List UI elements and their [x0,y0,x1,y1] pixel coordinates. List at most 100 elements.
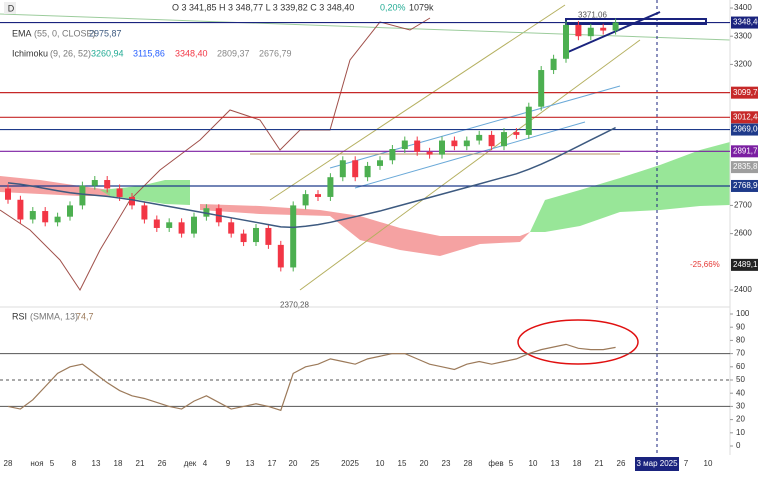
candle-body [277,244,284,268]
price-label: 3099,79 [733,88,758,97]
candle-body [364,165,371,178]
x-tick-label: 21 [136,459,145,468]
y-tick-label: 100 [736,309,750,318]
annotation: 3371,06 [578,10,607,19]
cloud-red [200,204,530,256]
y-tick-label: 2700 [734,201,752,210]
price-label-box [731,86,758,99]
ichimoku-value: 3115,86 [133,48,165,58]
y-tick-label: 30 [736,402,745,411]
cloud-green [530,142,730,232]
x-tick-label: 23 [442,459,451,468]
x-tick-label: 8 [72,459,77,468]
x-tick-label: дек [184,459,197,468]
x-tick-label: 26 [617,459,626,468]
candle-body [315,194,321,197]
candle-body [116,188,123,197]
price-label: 3348,40 [733,18,758,27]
x-tick-label: 26 [158,459,167,468]
candle-body [525,106,532,135]
x-tick-label: 18 [573,459,582,468]
x-tick-label: 13 [246,459,255,468]
x-tick-label: 18 [114,459,123,468]
price-label: 2969,00 [733,125,758,134]
candle-body [476,134,483,141]
candle-body [538,70,545,107]
y-tick-label: 60 [736,362,745,371]
price-label-box [731,16,758,29]
candle-body [67,205,73,217]
x-tick-label: 3 мар 2025 [636,459,678,468]
ema-line [7,126,616,229]
y-tick-label: 40 [736,388,745,397]
candle-body [265,227,272,245]
candle-body [414,140,421,152]
candle-body [91,180,98,186]
ema-name[interactable]: EMA [12,28,32,38]
x-tick-label: 13 [92,459,101,468]
x-tick-label: 28 [4,459,13,468]
candle-body [104,180,111,189]
price-label: 2835,8 [733,162,758,171]
candle-body [612,22,619,31]
candle-body [17,199,24,220]
candle-body [79,185,86,206]
ichimoku-params: (9, 26, 52) [50,48,91,58]
candle-body [377,160,383,166]
date-box [635,457,679,471]
x-tick-label: 10 [376,459,385,468]
price-label: 2891,76 [733,146,758,155]
ichimoku-value: 2809,37 [217,48,250,58]
x-tick-label: ноя [30,459,43,468]
rsi-value: 74,7 [76,311,94,321]
candle-body [426,151,433,155]
x-tick-label: 10 [529,459,538,468]
candle-body [439,140,445,155]
candle-body [178,222,185,234]
candle-body [463,140,470,147]
candle-body [563,24,569,59]
lagging-span [0,17,431,291]
y-tick-label: 90 [736,322,745,331]
price-label-box [731,179,758,192]
x-tick-label: 20 [420,459,429,468]
trend-line [299,39,641,291]
ema-params: (55, 0, CLOSE) [34,28,96,38]
candle-body [513,132,520,135]
symbol[interactable]: D [8,3,15,13]
candle-body [550,58,557,71]
x-tick-label: 25 [311,459,320,468]
y-tick-label: 2400 [734,285,752,294]
candle-body [451,140,458,147]
highlight-circle [517,319,639,365]
ichimoku-value: 3260,94 [91,48,124,58]
price-label: 3012,44 [733,112,758,121]
candle-body [352,160,359,178]
x-tick-label: 5 [509,459,514,468]
candle-body [488,134,495,147]
x-tick-label: 21 [595,459,604,468]
x-tick-label: 5 [50,459,55,468]
y-tick-label: 80 [736,336,745,345]
x-tick-label: 20 [289,459,298,468]
candle-body [253,227,259,243]
x-tick-label: 7 [684,459,689,468]
ichimoku-value: 3348,40 [175,48,208,58]
candle-body [54,216,61,223]
icon[interactable] [4,2,16,14]
trend-line [354,121,586,189]
rsi-params: (SMMA, 13) [30,311,78,321]
y-tick-label: 20 [736,415,745,424]
price-label-box [731,123,758,136]
candle-body [29,211,36,220]
x-tick-label: 28 [464,459,473,468]
change: 0,20% [380,2,406,12]
ichimoku-name[interactable]: Ichimoku [12,48,48,58]
y-tick-label: 0 [736,441,741,450]
candle-body [129,196,135,206]
rsi-name[interactable]: RSI [12,311,27,321]
annotation: 2370,28 [280,300,309,309]
ema-value: 2975,87 [89,28,122,38]
candle-body [153,219,160,228]
